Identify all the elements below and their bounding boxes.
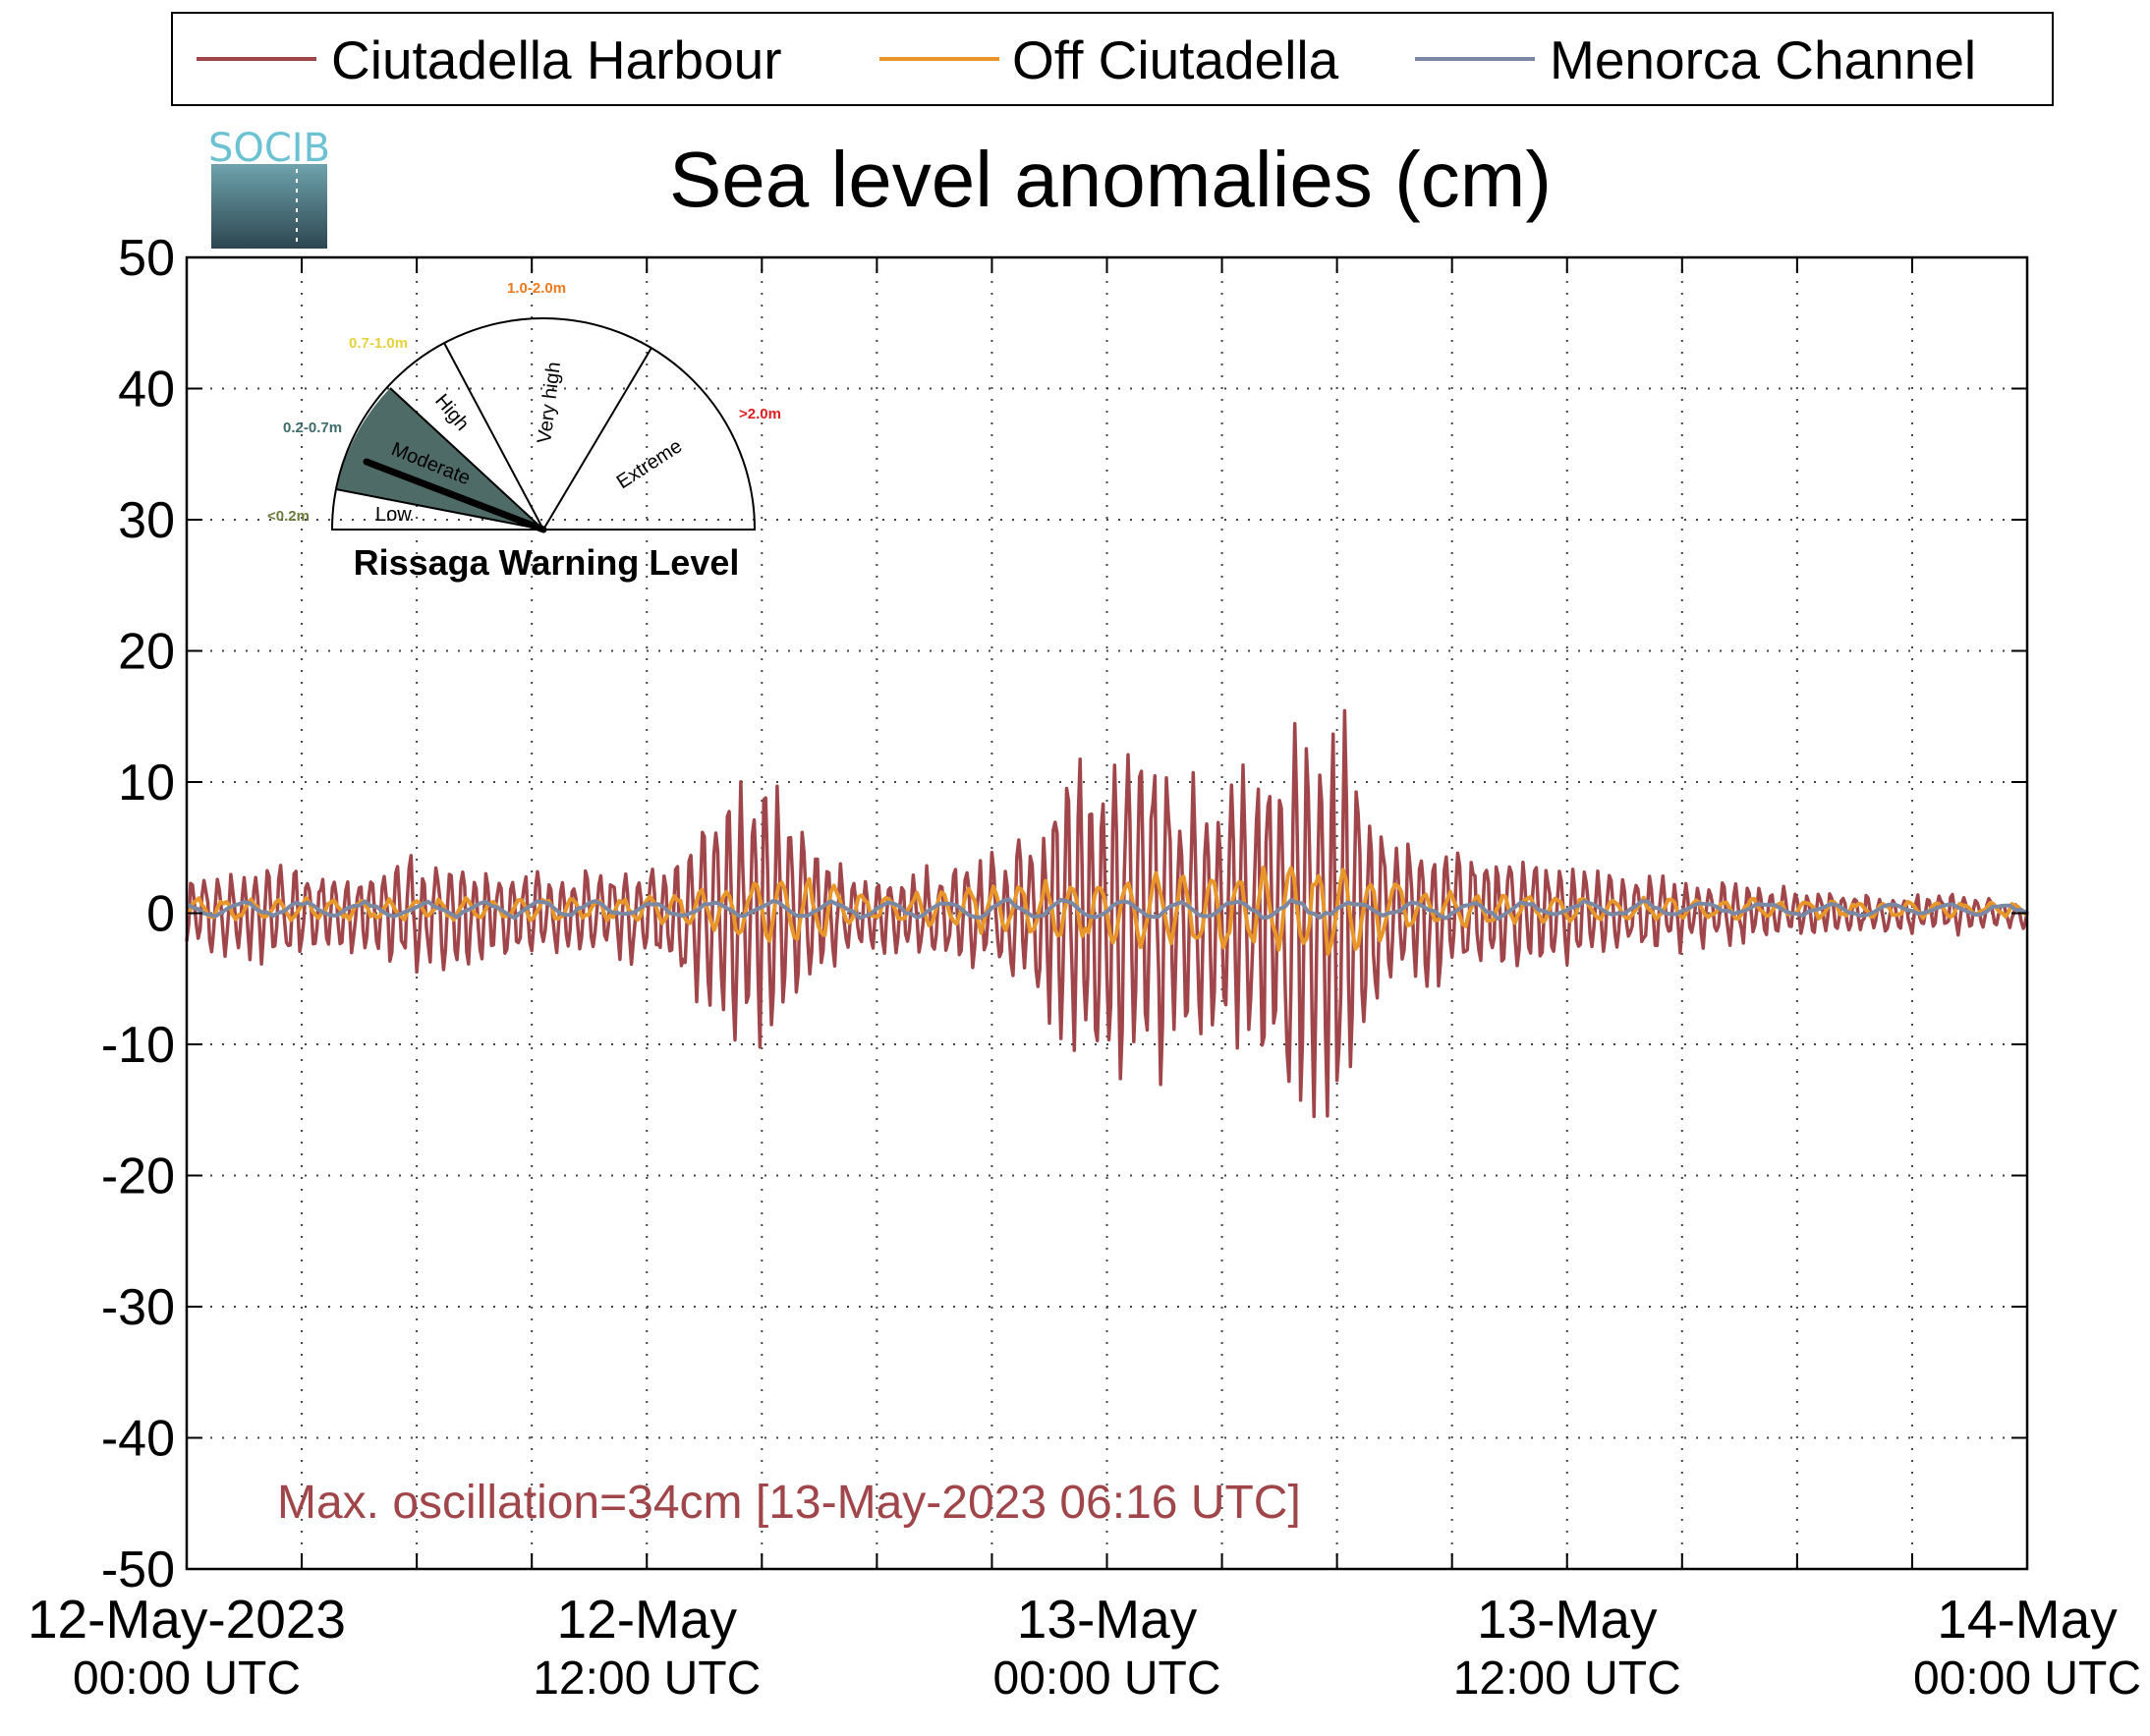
y-tick-label: -50 <box>101 1541 175 1598</box>
gauge-sector-very-high-label: Very high <box>534 361 565 444</box>
legend: Ciutadella Harbour Off Ciutadella Menorc… <box>171 12 2054 106</box>
x-tick-label-time: 12:00 UTC <box>533 1652 761 1705</box>
gauge-sector-high-label: High <box>430 390 473 435</box>
y-tick-label: -30 <box>101 1279 175 1336</box>
series-line-menorca-channel <box>186 897 2029 922</box>
x-tick-label-time: 00:00 UTC <box>1913 1652 2141 1705</box>
gauge-sector-moderate-fill <box>336 388 543 530</box>
legend-box <box>171 12 2054 106</box>
y-tick-label: 30 <box>118 492 175 549</box>
gauge-divider-1 <box>335 488 544 531</box>
max-oscillation-annotation: Max. oscillation=34cm [13-May-2023 06:16… <box>277 1477 1301 1529</box>
logo-text: SOCIB <box>208 126 330 171</box>
legend-label-ciutadella-harbour: Ciutadella Harbour <box>331 29 782 90</box>
x-tick-label-date: 14-May <box>1937 1589 2118 1650</box>
y-tick-label: 40 <box>118 362 175 419</box>
chart-title: Sea level anomalies (cm) <box>669 136 1552 223</box>
y-tick-labels: 50 40 30 20 10 0 -10 -20 -30 -40 -50 <box>101 230 175 1598</box>
y-tick-label: 50 <box>118 230 175 287</box>
x-tick-label-date: 12-May <box>557 1589 738 1650</box>
rissaga-warning-gauge: Low Moderate High Very high Extreme <0.2… <box>267 280 781 583</box>
gauge-range-moderate: 0.2-0.7m <box>283 420 342 436</box>
x-tick-label-time: 00:00 UTC <box>992 1652 1220 1705</box>
gauge-arc <box>330 317 757 531</box>
y-tick-label: -10 <box>101 1017 175 1074</box>
logo-gradient <box>211 164 327 249</box>
gauge-needle <box>363 458 547 533</box>
x-tick-label-date: 13-May <box>1477 1589 1658 1650</box>
x-tick-label-date: 13-May <box>1017 1589 1198 1650</box>
plot-frame <box>185 255 2029 1571</box>
gauge-title: Rissaga Warning Level <box>354 542 740 583</box>
gauge-divider-4 <box>542 347 652 531</box>
x-tick-label-time: 12:00 UTC <box>1453 1652 1681 1705</box>
y-tick-label: -20 <box>101 1148 175 1205</box>
gauge-sector-extreme-label: Extreme <box>613 435 686 493</box>
gauge-divider-3 <box>443 342 544 531</box>
legend-label-menorca-channel: Menorca Channel <box>1550 29 1976 90</box>
y-tick-label: -40 <box>101 1411 175 1468</box>
socib-logo: SOCIB <box>208 126 330 249</box>
y-tick-label: 10 <box>118 755 175 812</box>
x-tick-label-time: 00:00 UTC <box>73 1652 301 1705</box>
y-tick-label: 20 <box>118 624 175 681</box>
axes <box>185 255 2029 1571</box>
series-layer <box>185 708 2029 1119</box>
legend-label-off-ciutadella: Off Ciutadella <box>1012 29 1339 90</box>
gauge-range-low: <0.2m <box>267 508 310 525</box>
gauge-divider-2 <box>389 387 544 531</box>
gauge-range-very-high: 1.0-2.0m <box>507 280 566 297</box>
gauge-range-extreme: >2.0m <box>739 406 781 422</box>
gauge-range-high: 0.7-1.0m <box>349 335 408 352</box>
gauge-sector-low-label: Low <box>375 504 412 526</box>
x-tick-label-date: 12-May-2023 <box>28 1589 346 1650</box>
y-tick-label: 0 <box>146 886 175 943</box>
